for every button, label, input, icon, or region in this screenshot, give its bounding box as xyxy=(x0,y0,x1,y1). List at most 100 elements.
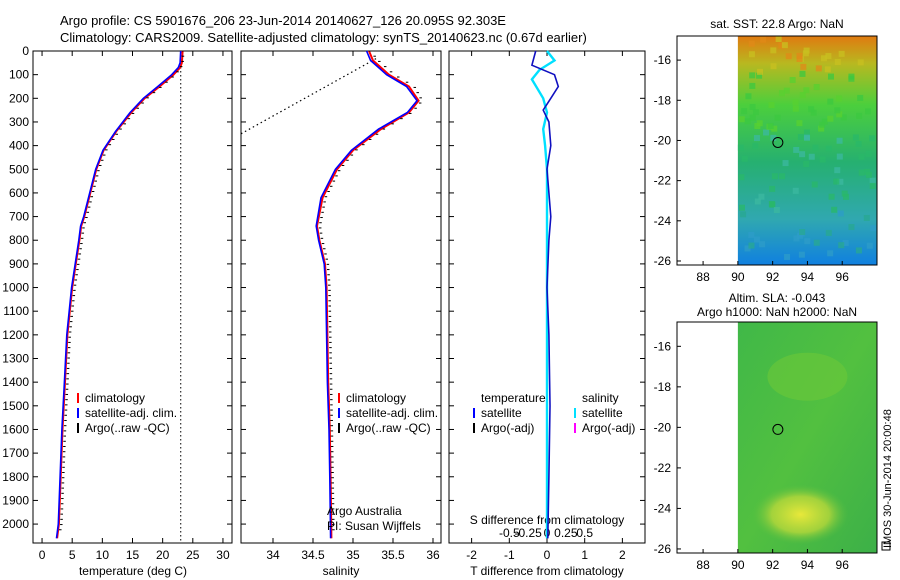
sst-map-cell xyxy=(753,135,760,142)
sla-map-xtick-label: 94 xyxy=(801,558,815,572)
sst-map-cell xyxy=(838,50,845,57)
differences-xtick-label: 2 xyxy=(619,548,626,562)
sst-map-cell xyxy=(827,73,834,80)
sst-map-cell xyxy=(848,75,855,82)
sst-map-cell xyxy=(781,42,788,49)
sst-map-cell xyxy=(863,214,870,221)
sst-map-cell xyxy=(840,114,847,121)
sst-map-cell xyxy=(793,235,800,242)
temperature-xtick-label: 15 xyxy=(126,548,140,562)
differences-xtick-label: 0 xyxy=(544,548,551,562)
sst-map-cell xyxy=(775,36,782,43)
sst-map-ytick-label: -20 xyxy=(654,133,672,147)
sst-map-cell xyxy=(870,225,877,232)
sst-map-cell xyxy=(865,150,872,157)
temperature-ytick-label: 700 xyxy=(9,210,29,224)
salinity-legend-label: climatology xyxy=(346,391,406,405)
temperature-ytick-label: 1400 xyxy=(2,375,29,389)
differences-legend-label: Argo(-adj) xyxy=(582,421,635,435)
sst-map-cell xyxy=(778,90,785,97)
footer-stamp: IMOS 30-Jun-2014 20:00:48 xyxy=(882,409,894,548)
sst-map-cell xyxy=(802,50,809,57)
sst-map-cell xyxy=(803,129,810,136)
sst-map-cell xyxy=(803,161,810,168)
sst-map-cell xyxy=(748,51,755,58)
sst-map-cell xyxy=(737,144,744,151)
sst-map-cell xyxy=(753,236,760,243)
temperature-xtick-label: 5 xyxy=(69,548,76,562)
sst-map-cell xyxy=(810,109,817,116)
sst-map-cell xyxy=(799,229,806,236)
sst-map-cell xyxy=(738,204,745,211)
temperature-ytick-label: 0 xyxy=(22,44,29,58)
differences-xtick-label: 1 xyxy=(581,548,588,562)
differences-legend-label: Argo(-adj) xyxy=(481,421,534,435)
differences-xtick-label: -1 xyxy=(504,548,515,562)
sst-map-cell xyxy=(836,95,843,102)
sst-map-cell xyxy=(865,108,872,115)
temperature-ytick-label: 1300 xyxy=(2,352,29,366)
sst-map-cell xyxy=(869,135,876,142)
sst-map-cell xyxy=(819,121,826,128)
differences-xlabel: T difference from climatology xyxy=(470,564,624,578)
sst-map-xtick-label: 88 xyxy=(696,270,710,284)
sst-map-cell xyxy=(857,94,864,101)
temperature-ytick-label: 1800 xyxy=(2,470,29,484)
sst-map-cell xyxy=(825,229,832,236)
temperature-ytick-label: 1600 xyxy=(2,422,29,436)
sst-map-cell xyxy=(798,251,805,258)
sst-map-cell xyxy=(869,182,876,189)
sst-map-cell xyxy=(796,55,803,62)
salinity-series-surface-link xyxy=(240,57,378,135)
sla-map-anomaly xyxy=(767,352,848,401)
temperature-ytick-label: 300 xyxy=(9,115,29,129)
differences-top-tick-label: -0.25 xyxy=(514,526,542,540)
sla-map-ytick-label: -20 xyxy=(654,420,672,434)
sst-map-cell xyxy=(749,82,756,89)
differences-legend-header-temperature: temperature xyxy=(481,391,546,405)
sst-map-cell xyxy=(799,151,806,158)
temperature-ytick-label: 1100 xyxy=(3,304,29,318)
differences-series-salinity-satellite xyxy=(530,50,557,539)
sst-map-cell xyxy=(834,59,841,66)
header-line2: Climatology: CARS2009. Satellite-adjuste… xyxy=(60,30,587,45)
sst-map-cell xyxy=(738,116,745,123)
sst-map-ytick-label: -22 xyxy=(654,174,672,188)
sst-map-argo-location-marker xyxy=(772,136,784,148)
sst-map-cell xyxy=(749,114,756,121)
sst-map-cell xyxy=(836,111,843,118)
sst-map-cell xyxy=(813,84,820,91)
differences-series-temperature-satellite xyxy=(530,50,560,539)
temperature-ytick-label: 600 xyxy=(9,186,29,200)
sst-map-cell xyxy=(837,178,844,185)
sst-map-cell xyxy=(782,160,789,167)
sst-map-cell xyxy=(804,238,811,245)
sst-map-cell xyxy=(748,242,755,249)
sst-map-cell xyxy=(796,232,803,239)
salinity-series-climatology xyxy=(315,50,420,539)
sst-map-cell xyxy=(744,245,751,252)
sst-map-cell xyxy=(763,129,770,136)
sst-map-cell xyxy=(770,47,777,54)
differences-top-tick-label: -0.5 xyxy=(499,526,520,540)
temperature-ytick-label: 1500 xyxy=(2,399,29,413)
sst-map-cell xyxy=(778,42,785,49)
sst-map-cell xyxy=(789,77,796,84)
sst-map-cell xyxy=(799,92,806,99)
sst-map-cell xyxy=(813,239,820,246)
sst-map-xtick-label: 90 xyxy=(731,270,745,284)
temperature-ytick-label: 1200 xyxy=(2,328,29,342)
sst-map-cell xyxy=(760,36,767,43)
sst-map-cell xyxy=(852,134,859,141)
salinity-legend-label: satellite-adj. clim. xyxy=(346,406,438,420)
salinity-xtick-label: 34 xyxy=(266,548,280,562)
sst-map-cell xyxy=(825,53,832,60)
sla-map-ytick-label: -26 xyxy=(654,542,672,556)
sla-map-high-anomaly xyxy=(752,484,849,545)
salinity-annotation-pi: PI: Susan Wijffels xyxy=(327,519,421,533)
sst-map-cell xyxy=(759,241,766,248)
sst-map-ytick-label: -24 xyxy=(654,214,672,228)
sst-map-title: sat. SST: 22.8 Argo: NaN xyxy=(710,17,843,31)
sst-map-cell xyxy=(827,98,834,105)
temperature-xtick-label: 25 xyxy=(186,548,200,562)
